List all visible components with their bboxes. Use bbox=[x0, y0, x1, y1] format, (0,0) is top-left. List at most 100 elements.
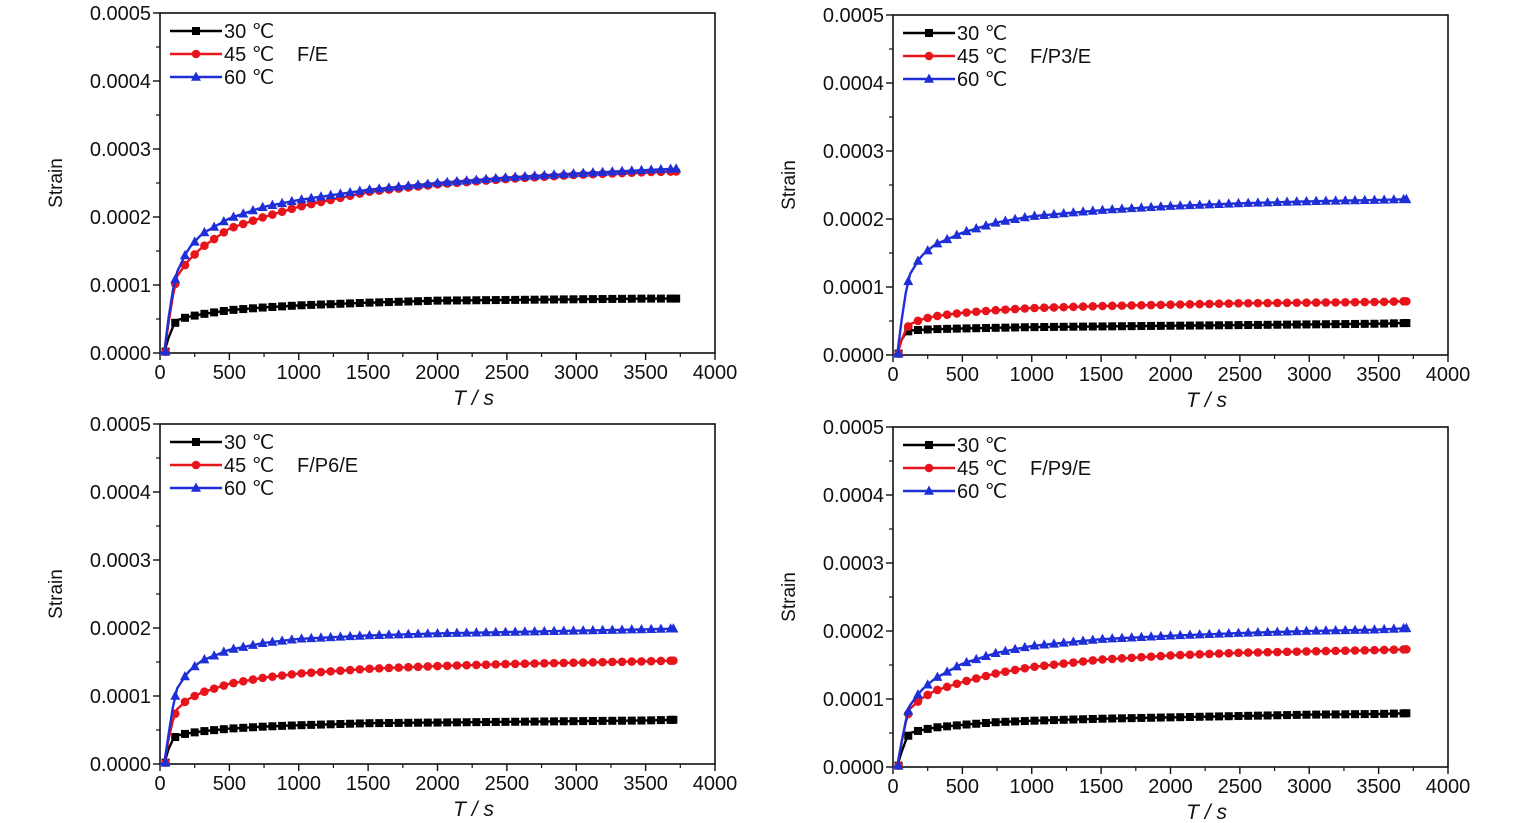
data-point-marker bbox=[637, 294, 646, 303]
data-point-marker bbox=[1146, 652, 1156, 661]
legend-marker bbox=[191, 460, 201, 470]
data-point-marker bbox=[1369, 194, 1380, 204]
data-point-marker bbox=[1350, 646, 1360, 655]
y-axis-title: Strain bbox=[46, 569, 67, 619]
data-point-marker bbox=[200, 241, 209, 250]
y-tick-label: 0.0004 bbox=[90, 71, 151, 93]
data-point-marker bbox=[1097, 633, 1108, 643]
y-tick-label: 0.0001 bbox=[823, 689, 884, 711]
data-point-marker bbox=[1001, 323, 1010, 332]
y-tick-label: 0.0002 bbox=[90, 207, 151, 229]
data-point-marker bbox=[490, 172, 501, 183]
data-point-marker bbox=[539, 169, 550, 180]
data-point-marker bbox=[209, 650, 220, 660]
data-point-marker bbox=[179, 670, 190, 681]
data-point-marker bbox=[971, 223, 982, 233]
data-point-marker bbox=[923, 313, 932, 323]
data-point-marker bbox=[951, 229, 962, 239]
data-point-marker bbox=[646, 656, 656, 666]
legend-marker bbox=[925, 29, 933, 37]
data-point-marker bbox=[923, 724, 932, 733]
data-point-marker bbox=[1389, 319, 1398, 328]
data-point-marker bbox=[452, 718, 461, 727]
data-point-marker bbox=[316, 667, 326, 677]
data-point-marker bbox=[943, 324, 952, 333]
data-point-marker bbox=[1282, 298, 1292, 308]
data-point-marker bbox=[1321, 710, 1330, 719]
data-point-marker bbox=[550, 717, 559, 726]
data-point-marker bbox=[160, 346, 171, 356]
data-point-marker bbox=[1019, 212, 1030, 222]
panel-f-p6-e: 0.0000 0.0001 0.0002 0.0003 0.0004 0.0005 0 500… bbox=[46, 414, 737, 821]
data-point-marker bbox=[1039, 303, 1049, 313]
data-point-marker bbox=[656, 716, 665, 725]
data-point-marker bbox=[160, 757, 171, 767]
data-point-marker bbox=[1272, 196, 1283, 207]
data-point-marker bbox=[617, 165, 628, 176]
data-point-marker bbox=[422, 178, 433, 188]
data-point-marker bbox=[248, 723, 257, 732]
data-point-marker bbox=[1341, 297, 1350, 307]
data-point-marker bbox=[481, 626, 492, 637]
data-point-marker bbox=[268, 302, 277, 311]
data-point-marker bbox=[170, 690, 181, 700]
data-point-marker bbox=[991, 718, 1000, 727]
data-point-marker bbox=[404, 297, 413, 306]
data-point-marker bbox=[1253, 648, 1263, 657]
data-point-marker bbox=[1107, 301, 1117, 311]
data-point-marker bbox=[248, 216, 258, 225]
data-point-marker bbox=[170, 273, 181, 284]
data-point-marker bbox=[1292, 320, 1301, 329]
data-point-marker bbox=[519, 626, 530, 636]
data-point-marker bbox=[394, 663, 403, 672]
data-point-marker bbox=[962, 720, 971, 729]
data-point-marker bbox=[1330, 195, 1341, 205]
data-point-marker bbox=[442, 661, 452, 671]
data-point-marker bbox=[345, 630, 356, 641]
data-point-marker bbox=[568, 168, 579, 178]
data-point-marker bbox=[1108, 322, 1117, 331]
data-point-marker bbox=[579, 295, 588, 304]
data-point-marker bbox=[598, 295, 607, 304]
data-point-marker bbox=[1224, 321, 1233, 330]
data-point-marker bbox=[990, 217, 1001, 227]
data-point-marker bbox=[1369, 624, 1380, 634]
legend-marker bbox=[192, 27, 200, 35]
data-point-marker bbox=[451, 627, 462, 637]
x-tick-label: 1000 bbox=[1010, 776, 1055, 798]
data-point-marker bbox=[1283, 711, 1292, 720]
data-point-marker bbox=[277, 197, 288, 208]
data-point-marker bbox=[1019, 641, 1030, 652]
data-point-marker bbox=[200, 309, 209, 318]
data-point-marker bbox=[1252, 197, 1263, 207]
legend-marker bbox=[924, 485, 934, 495]
x-tick-label: 1500 bbox=[346, 362, 391, 384]
x-tick-label: 1000 bbox=[277, 362, 322, 384]
legend-label: 30 ℃ bbox=[224, 432, 274, 454]
data-point-marker bbox=[912, 689, 923, 699]
data-point-marker bbox=[1001, 667, 1010, 676]
data-point-marker bbox=[171, 733, 180, 742]
data-point-marker bbox=[316, 720, 325, 729]
data-point-marker bbox=[961, 656, 972, 667]
data-point-marker bbox=[647, 716, 656, 725]
x-axis-title: T / s bbox=[453, 798, 494, 821]
data-point-marker bbox=[1402, 709, 1411, 718]
data-point-marker bbox=[404, 718, 413, 727]
x-tick-label: 3000 bbox=[1287, 776, 1332, 798]
data-point-marker bbox=[540, 295, 549, 304]
data-point-marker bbox=[1223, 198, 1234, 208]
data-point-marker bbox=[1048, 208, 1059, 219]
data-point-marker bbox=[1098, 655, 1107, 664]
data-point-marker bbox=[971, 307, 981, 317]
data-point-marker bbox=[608, 294, 617, 303]
data-point-marker bbox=[1370, 710, 1379, 719]
data-point-marker bbox=[1136, 202, 1147, 212]
data-point-marker bbox=[1176, 321, 1185, 330]
y-axis-title: Strain bbox=[779, 160, 800, 210]
data-point-marker bbox=[597, 166, 608, 176]
y-tick-label: 0.0004 bbox=[823, 73, 884, 95]
data-point-marker bbox=[962, 324, 971, 333]
data-point-marker bbox=[257, 637, 268, 648]
x-tick-label: 3000 bbox=[554, 773, 599, 795]
